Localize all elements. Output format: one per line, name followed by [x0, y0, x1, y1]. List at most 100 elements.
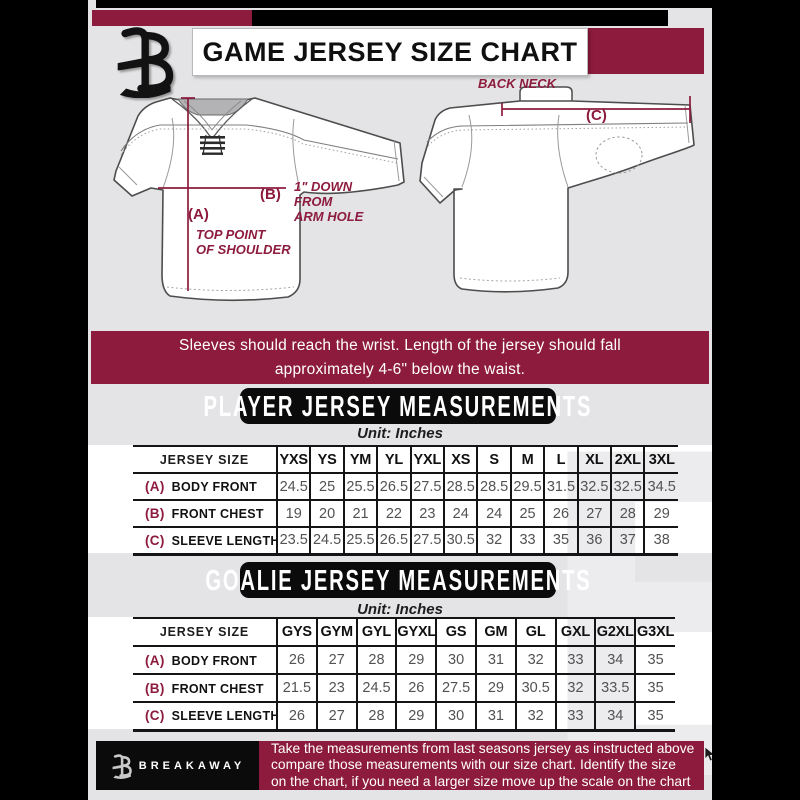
- goalie-measurements-table: JERSEY SIZE GYS GYM GYL GYXL GS GM GL GX…: [133, 617, 675, 732]
- value-cell: 27.5: [409, 473, 445, 500]
- value-cell: 25: [509, 500, 545, 527]
- value-cell: 27.5: [409, 527, 445, 554]
- breakaway-footer-logo-icon: [112, 753, 132, 779]
- col-header: GYXL: [395, 618, 437, 646]
- table-row: (C) SLEEVE LENGTH 23.5 24.5 25.5 26.5 27.…: [133, 527, 678, 554]
- value-cell: 23.5: [275, 527, 311, 554]
- value-cell: 24.5: [309, 527, 344, 554]
- col-header: YL: [376, 446, 411, 473]
- row-label: (B) FRONT CHEST: [145, 680, 264, 696]
- value-cell: 26: [276, 702, 317, 730]
- row-label: (C) SLEEVE LENGTH: [145, 708, 277, 724]
- value-cell: 28: [355, 702, 397, 730]
- col-header: G3XL: [634, 618, 675, 646]
- player-measurements-table: JERSEY SIZE YXS YS YM YL YXL XS S M L XL…: [133, 445, 678, 556]
- col-header: GYL: [355, 618, 397, 646]
- value-cell: 20: [309, 500, 344, 527]
- page-title-box: GAME JERSEY SIZE CHART: [192, 28, 588, 76]
- value-cell: 24.5: [355, 674, 397, 702]
- label-a: (A): [188, 206, 209, 223]
- page-title: GAME JERSEY SIZE CHART: [202, 36, 578, 67]
- col-header: GXL: [554, 618, 596, 646]
- value-cell: 25.5: [342, 527, 378, 554]
- value-cell: 21: [342, 500, 378, 527]
- value-cell: 33: [509, 527, 545, 554]
- row-label: (A) BODY FRONT: [145, 652, 258, 668]
- value-cell: 27: [315, 702, 357, 730]
- col-header: GYS: [276, 618, 317, 646]
- front-jersey-outline: [113, 97, 405, 302]
- banner-line: approximately 4-6" below the waist.: [274, 360, 526, 378]
- table-header-row: JERSEY SIZE YXS YS YM YL YXL XS S M L XL…: [133, 446, 678, 473]
- goalie-section-heading: GOALIE JERSEY MEASUREMENTS: [205, 562, 589, 598]
- value-cell: 21.5: [276, 674, 317, 702]
- value-cell: 28.5: [476, 473, 511, 500]
- value-cell: 23: [409, 500, 445, 527]
- footer-line: Take the measurements from last seasons …: [271, 740, 695, 756]
- value-cell: 30.5: [514, 674, 556, 702]
- mouse-cursor-icon: [704, 747, 712, 762]
- value-cell: 26: [395, 674, 437, 702]
- value-cell: 35: [634, 702, 675, 730]
- footer-brand-box: BREAKAWAY: [96, 741, 259, 790]
- header-black-bar: [252, 10, 668, 26]
- value-cell: 32.5: [610, 473, 645, 500]
- value-cell: 32: [514, 702, 556, 730]
- back-collar: [519, 86, 573, 102]
- value-cell: 24.5: [275, 473, 311, 500]
- value-cell: 26: [276, 646, 317, 674]
- col-header: GS: [435, 618, 476, 646]
- col-header: M: [509, 446, 545, 473]
- value-cell: 35: [634, 646, 675, 674]
- value-cell: 29.5: [509, 473, 545, 500]
- col-header: 2XL: [610, 446, 645, 473]
- value-cell: 32: [514, 646, 556, 674]
- value-cell: 29: [474, 674, 516, 702]
- player-section-heading: PLAYER JERSEY MEASUREMENTS: [204, 388, 591, 424]
- table-header-row: JERSEY SIZE GYS GYM GYL GYXL GS GM GL GX…: [133, 618, 675, 646]
- value-cell: 28: [610, 500, 645, 527]
- note-top-point: TOP POINT OF SHOULDER: [196, 227, 291, 257]
- table-row: (B) FRONT CHEST 21.5 23 24.5 26 27.5 29 3…: [133, 674, 675, 702]
- value-cell: 24: [443, 500, 478, 527]
- col-header: S: [476, 446, 511, 473]
- front-measure-lines: [158, 97, 286, 291]
- col-header: JERSEY SIZE: [159, 452, 250, 467]
- table-row: (B) FRONT CHEST 19 20 21 22 23 24 24 25 2…: [133, 500, 678, 527]
- back-jersey-outline: [419, 100, 695, 293]
- value-cell: 33.5: [594, 674, 636, 702]
- player-unit-label: Unit: Inches: [357, 425, 443, 442]
- header-maroon-bar: [92, 10, 252, 26]
- footer-instructions: Take the measurements from last seasons …: [259, 741, 704, 790]
- value-cell: 24: [476, 500, 511, 527]
- value-cell: 28.5: [443, 473, 478, 500]
- col-header: GYM: [315, 618, 357, 646]
- value-cell: 23: [315, 674, 357, 702]
- col-header: JERSEY SIZE: [159, 625, 250, 639]
- col-header: YM: [342, 446, 378, 473]
- value-cell: 27: [576, 500, 612, 527]
- col-header: XL: [576, 446, 612, 473]
- value-cell: 34: [594, 702, 636, 730]
- col-header: GL: [514, 618, 556, 646]
- fit-note-banner: Sleeves should reach the wrist. Length o…: [91, 331, 709, 384]
- value-cell: 31: [474, 646, 516, 674]
- table-row: (A) BODY FRONT 24.5 25 25.5 26.5 27.5 28.…: [133, 473, 678, 500]
- title-maroon-block: [588, 28, 704, 74]
- value-cell: 33: [554, 702, 596, 730]
- top-black-strip: [96, 0, 712, 8]
- value-cell: 25: [309, 473, 344, 500]
- jersey-diagrams: [113, 86, 695, 302]
- banner-line: Sleeves should reach the wrist. Length o…: [179, 336, 621, 354]
- value-cell: 29: [395, 646, 437, 674]
- value-cell: 32.5: [576, 473, 612, 500]
- value-cell: 29: [395, 702, 437, 730]
- value-cell: 34.5: [643, 473, 678, 500]
- row-label: (C) SLEEVE LENGTH: [145, 532, 277, 548]
- col-header: YXS: [275, 446, 311, 473]
- value-cell: 31.5: [543, 473, 578, 500]
- col-header: XS: [443, 446, 478, 473]
- value-cell: 22: [376, 500, 411, 527]
- col-header: GM: [474, 618, 516, 646]
- value-cell: 37: [610, 527, 645, 554]
